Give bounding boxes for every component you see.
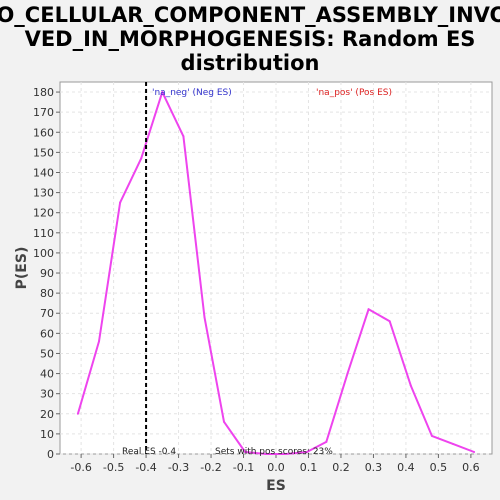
y-axis-label: P(ES) — [14, 247, 30, 290]
x-tick-label: -0.4 — [135, 461, 156, 474]
series-point — [244, 450, 247, 453]
legend-pos-label: 'na_pos' (Pos ES) — [316, 88, 392, 98]
chart-title-line-1: GO_CELLULAR_COMPONENT_ASSEMBLY_INVOL — [0, 3, 500, 27]
real-es-annotation: Real ES -0.4 — [122, 447, 176, 457]
x-tick-label: 0.0 — [267, 461, 285, 474]
series-point — [119, 201, 122, 204]
series-point — [367, 308, 370, 311]
series-point — [346, 372, 349, 375]
series-point — [223, 420, 226, 423]
pos-scores-annotation: Sets with pos scores: 23% — [215, 447, 333, 457]
series-point — [388, 320, 391, 323]
x-tick-label: 0.2 — [332, 461, 350, 474]
y-tick-label: 130 — [33, 187, 54, 200]
x-tick-label: 0.4 — [397, 461, 415, 474]
series-point — [430, 434, 433, 437]
x-tick-label: -0.2 — [200, 461, 221, 474]
y-tick-label: 20 — [40, 408, 54, 421]
series-point — [182, 135, 185, 138]
y-tick-label: 150 — [33, 146, 54, 159]
y-tick-label: 40 — [40, 368, 54, 381]
x-axis-label: ES — [266, 478, 286, 494]
series-point — [284, 453, 287, 455]
series-point — [76, 412, 79, 415]
x-tick-label: -0.3 — [168, 461, 189, 474]
y-tick-label: 100 — [33, 247, 54, 260]
y-tick-label: 140 — [33, 166, 54, 179]
y-tick-label: 110 — [33, 227, 54, 240]
x-tick-label: 0.5 — [430, 461, 448, 474]
y-tick-label: 70 — [40, 307, 54, 320]
x-tick-label: 0.6 — [462, 461, 480, 474]
y-tick-label: 0 — [47, 448, 54, 461]
x-tick-label: -0.6 — [70, 461, 91, 474]
y-tick-label: 50 — [40, 347, 54, 360]
series-point — [140, 157, 143, 160]
x-tick-label: -0.5 — [103, 461, 124, 474]
series-point — [305, 450, 308, 453]
x-tick-label: 0.3 — [365, 461, 383, 474]
x-tick-label: -0.1 — [233, 461, 254, 474]
series-point — [203, 316, 206, 319]
y-tick-label: 160 — [33, 126, 54, 139]
y-tick-label: 170 — [33, 106, 54, 119]
x-tick-label: 0.1 — [300, 461, 318, 474]
axis-layer: 0 10 20 30 40 50 60 70 80 90 100 110 120 130 140 150 160… — [33, 86, 480, 474]
chart-title-line-3: distribution — [181, 51, 320, 75]
y-tick-label: 30 — [40, 388, 54, 401]
y-tick-label: 60 — [40, 327, 54, 340]
y-tick-label: 80 — [40, 287, 54, 300]
series-point — [325, 440, 328, 443]
series-point — [97, 340, 100, 343]
series-line — [76, 91, 475, 455]
series-point — [161, 91, 164, 94]
series-point — [473, 450, 476, 453]
legend-neg-label: 'na_neg' (Neg ES) — [152, 88, 232, 98]
y-tick-label: 180 — [33, 86, 54, 99]
series-point — [265, 453, 268, 455]
series-point — [452, 442, 455, 445]
chart-title-line-2: VED_IN_MORPHOGENESIS: Random ES — [25, 27, 476, 51]
series-layer — [76, 82, 476, 455]
grid-layer — [60, 82, 492, 455]
series-point — [409, 384, 412, 387]
y-tick-label: 90 — [40, 267, 54, 280]
y-tick-label: 10 — [40, 428, 54, 441]
y-tick-label: 120 — [33, 207, 54, 220]
